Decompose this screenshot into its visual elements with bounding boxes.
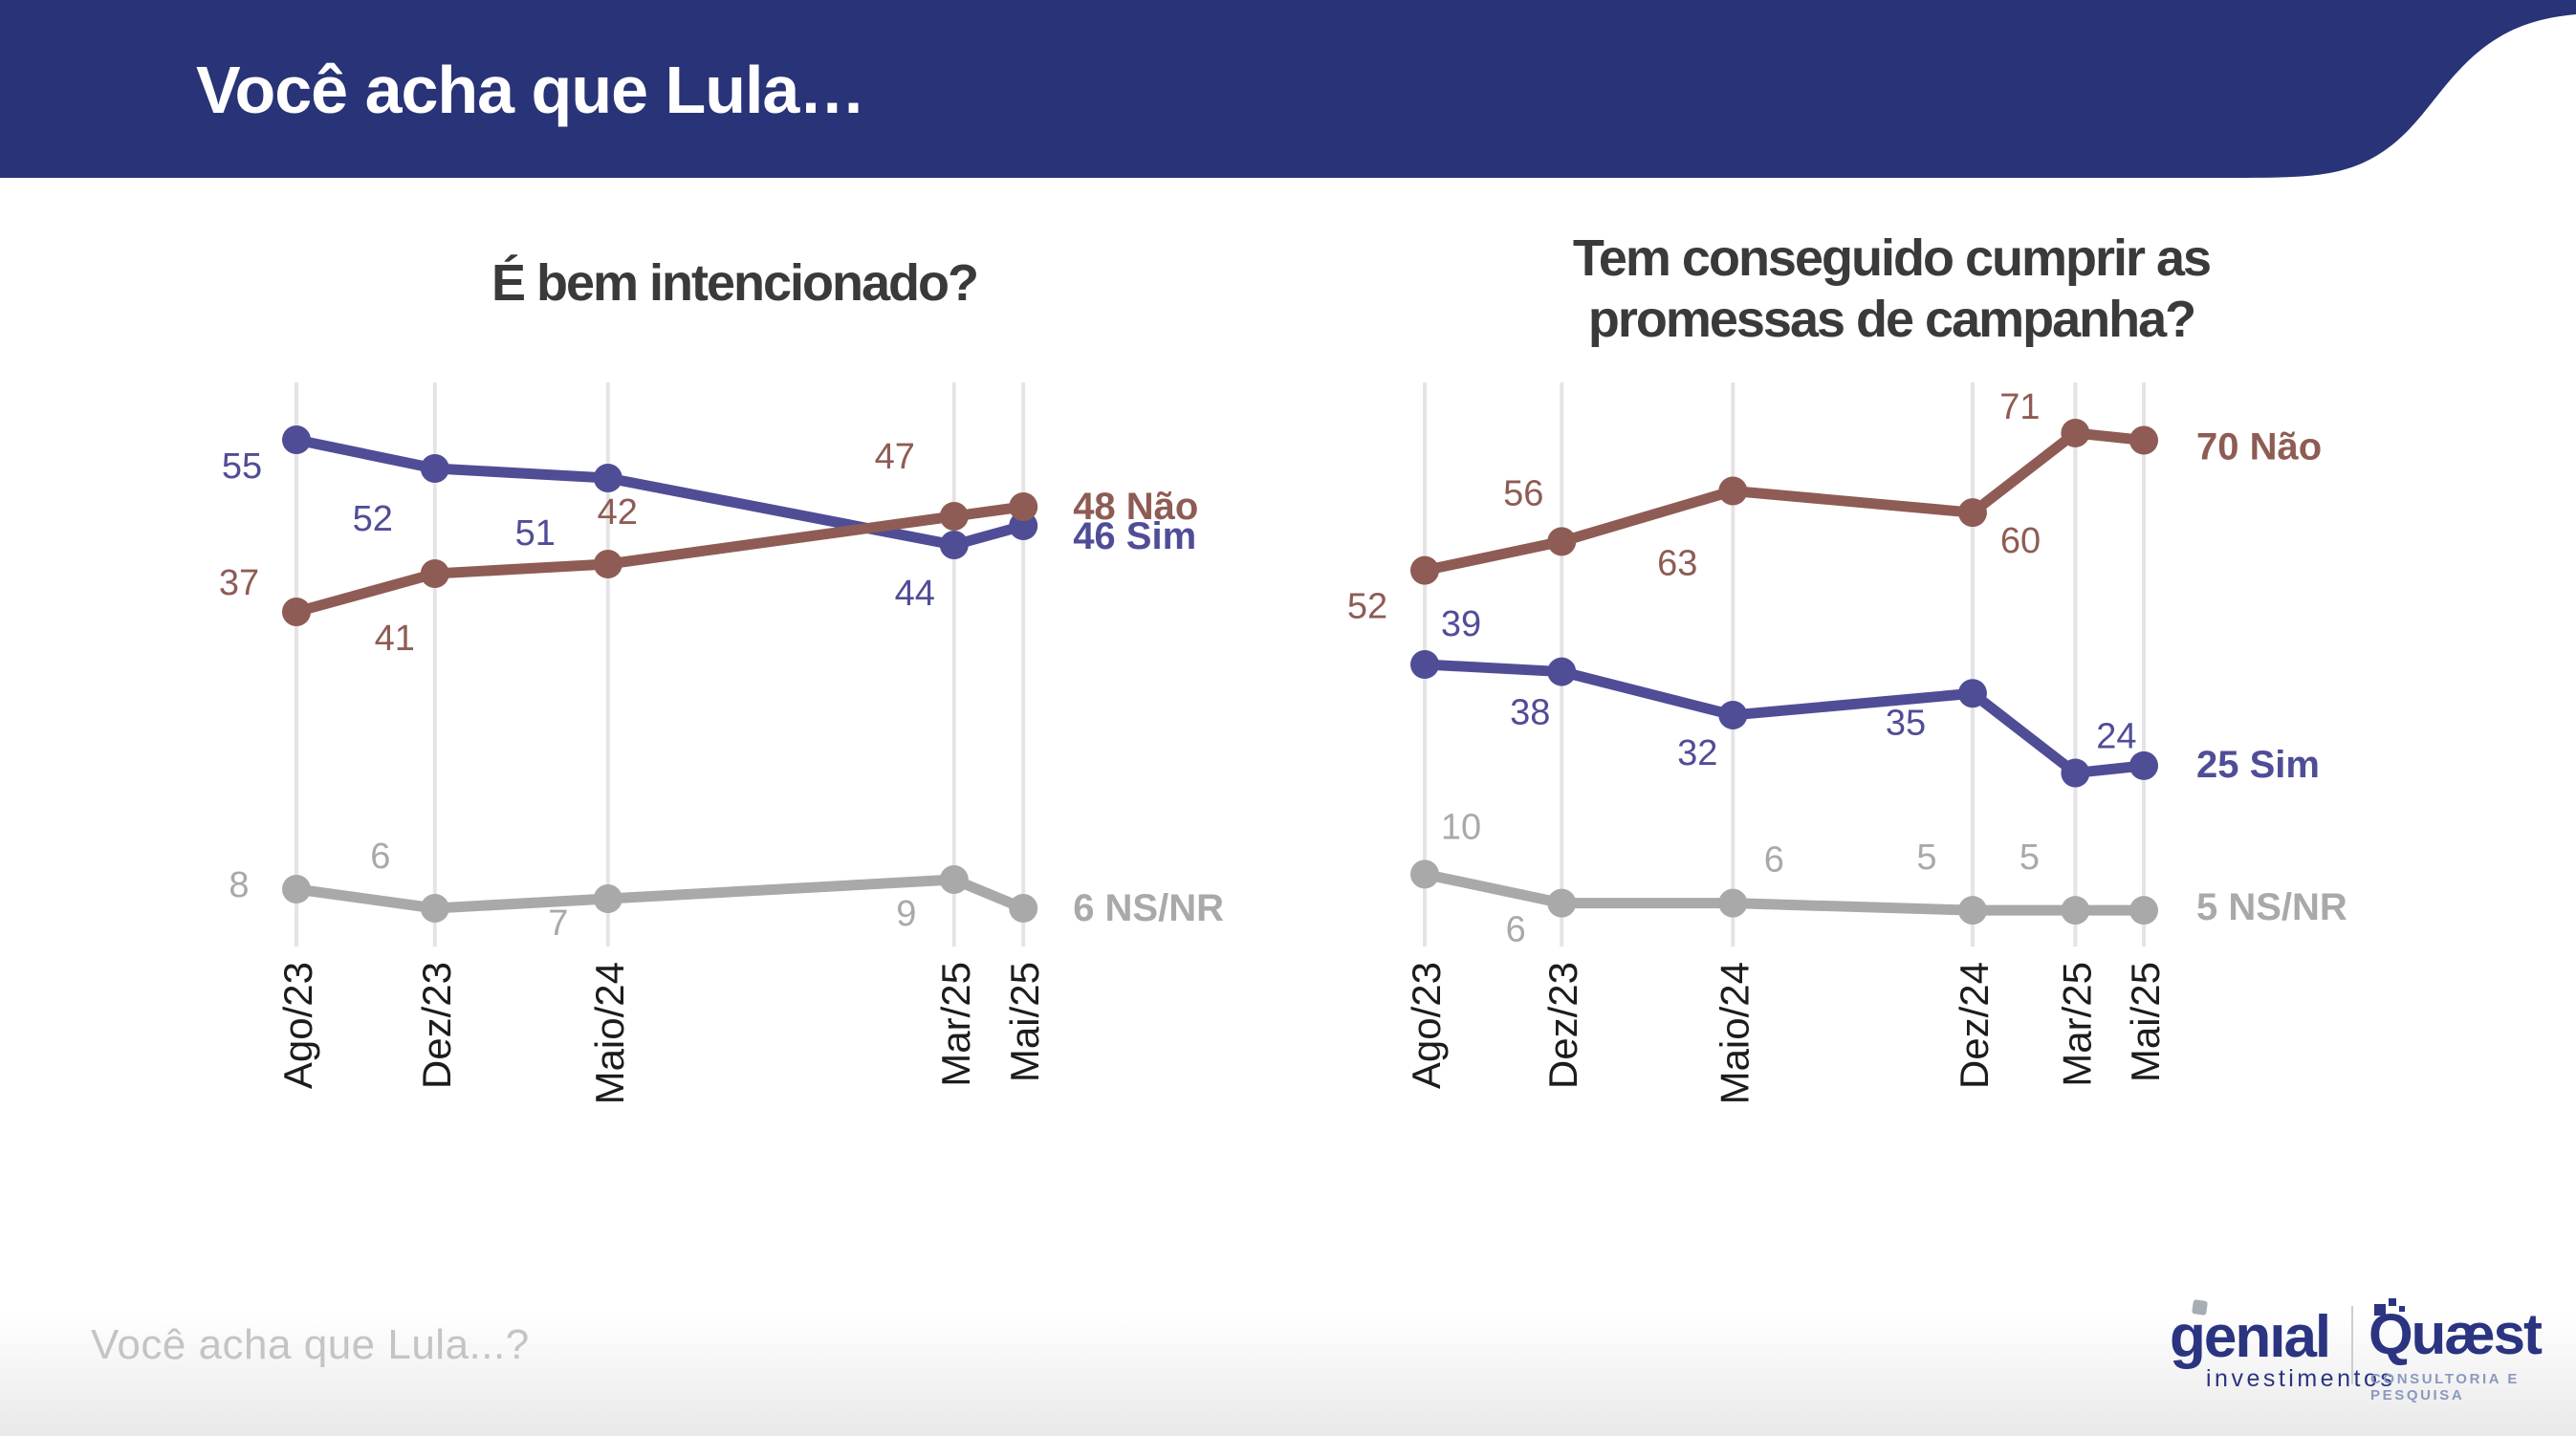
data-label: 37 <box>219 563 259 603</box>
data-point <box>593 464 622 492</box>
series-end-label: 48 Não <box>1073 486 1198 528</box>
data-point <box>1718 700 1748 729</box>
data-point <box>282 875 311 903</box>
data-label: 63 <box>1657 543 1697 583</box>
data-label: 35 <box>1886 703 1926 743</box>
x-tick-label: Mai/25 <box>1002 962 1047 1082</box>
x-tick-label: Ago/23 <box>1404 962 1449 1089</box>
quaest-logo-subtitle: CONSULTORIA E PESQUISA <box>2370 1371 2521 1403</box>
data-point <box>1009 492 1038 521</box>
data-point <box>1009 894 1038 923</box>
x-tick-label: Ago/23 <box>275 962 320 1089</box>
data-point <box>420 894 449 923</box>
data-point <box>593 884 622 913</box>
data-point <box>2061 418 2090 447</box>
genial-logo-subtitle: investimentos <box>2206 1365 2396 1392</box>
data-label: 32 <box>1677 733 1717 773</box>
quaest-pixel-icon <box>2389 1298 2396 1306</box>
chart-title: Tem conseguido cumprir as <box>1573 229 2210 287</box>
data-point <box>1410 650 1439 679</box>
chart-bem-intencionado: É bem intencionado? Ago/23 Dez/23 Maio/24 Ma… <box>219 254 1224 1104</box>
data-label: 5 <box>1916 838 1936 878</box>
series-line-NS/NR <box>1419 868 2150 916</box>
data-label: 60 <box>2000 521 2041 561</box>
data-label: 71 <box>1999 387 2040 427</box>
data-point <box>2129 425 2159 455</box>
data-point <box>2129 751 2159 780</box>
data-label: 8 <box>229 865 249 905</box>
footer-question-text: Você acha que Lula...? <box>91 1321 530 1368</box>
x-tick-label: Maio/24 <box>1712 962 1757 1104</box>
data-label: 6 <box>1764 840 1784 881</box>
data-point <box>1957 498 1987 528</box>
data-label: 5 <box>2019 838 2040 878</box>
data-point <box>1957 896 1987 925</box>
banner <box>0 0 2576 178</box>
x-tick-label: Mar/25 <box>933 962 978 1087</box>
data-label: 6 <box>370 837 390 877</box>
data-point <box>1410 859 1439 889</box>
series-end-label: 70 Não <box>2196 426 2322 468</box>
data-label: 38 <box>1510 693 1550 733</box>
data-label: 9 <box>896 894 916 934</box>
data-point <box>420 559 449 588</box>
data-label: 47 <box>875 437 915 477</box>
series-end-label: 5 NS/NR <box>2196 886 2347 928</box>
data-point <box>2129 896 2159 925</box>
data-label: 39 <box>1441 604 1481 644</box>
x-tick-label: Maio/24 <box>587 962 632 1104</box>
series-end-label: 6 NS/NR <box>1073 887 1224 929</box>
quaest-pixel-icon <box>2399 1306 2405 1312</box>
quaest-pixel-icon <box>2374 1304 2386 1316</box>
data-label: 51 <box>515 513 556 554</box>
data-point <box>939 531 969 559</box>
x-tick-label: Mar/25 <box>2054 962 2099 1087</box>
data-point <box>2061 896 2090 925</box>
x-tick-label: Mai/25 <box>2123 962 2168 1082</box>
data-label: 41 <box>375 619 415 659</box>
data-point <box>1957 679 1987 708</box>
data-label: 55 <box>222 446 262 487</box>
chart-title: promessas de campanha? <box>1588 291 2194 348</box>
series-end-label: 46 Sim <box>1073 515 1196 557</box>
data-label: 10 <box>1441 807 1481 847</box>
genial-logo: genıal <box>2170 1304 2331 1370</box>
chart-title: É bem intencionado? <box>491 254 977 312</box>
data-point <box>1410 555 1439 585</box>
x-tick-label: Dez/23 <box>414 962 459 1089</box>
x-tick-label: Dez/23 <box>1540 962 1585 1089</box>
data-label: 56 <box>1503 473 1543 513</box>
logo-area: genıal investimentos Quæst CONSULTORIA E… <box>2156 1293 2558 1403</box>
data-point <box>420 454 449 483</box>
data-point <box>593 550 622 578</box>
data-point <box>1547 888 1577 918</box>
page-title: Você acha que Lula… <box>196 53 865 127</box>
data-point <box>1718 476 1748 506</box>
data-label: 52 <box>1347 587 1387 627</box>
series-end-label: 25 Sim <box>2196 744 2320 786</box>
data-point <box>2061 758 2090 788</box>
data-label: 24 <box>2096 716 2136 756</box>
data-point <box>1547 657 1577 686</box>
data-label: 44 <box>895 574 935 614</box>
data-label: 7 <box>548 903 568 944</box>
logo-divider <box>2351 1306 2353 1384</box>
x-tick-label: Dez/24 <box>1952 962 1997 1089</box>
data-point <box>282 425 311 454</box>
banner-shape <box>0 0 2576 178</box>
data-point <box>939 502 969 531</box>
data-label: 52 <box>353 499 393 539</box>
data-label: 42 <box>598 492 638 533</box>
data-label: 6 <box>1506 910 1526 950</box>
quaest-logo: Quæst <box>2369 1302 2543 1366</box>
data-point <box>1718 888 1748 918</box>
data-point <box>282 598 311 626</box>
data-point <box>1547 527 1577 556</box>
data-point <box>939 865 969 894</box>
